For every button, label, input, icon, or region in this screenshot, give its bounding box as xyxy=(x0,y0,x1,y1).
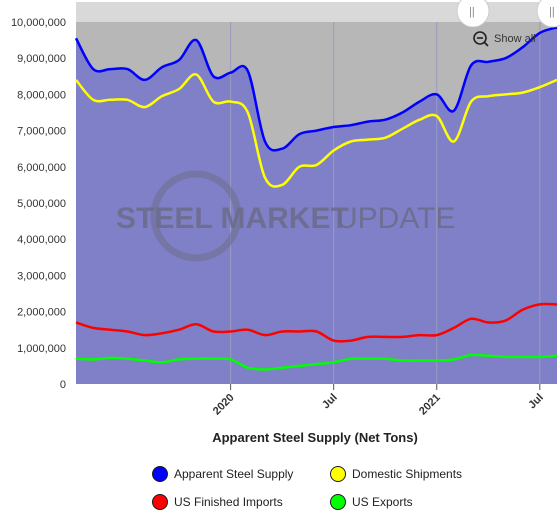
y-tick-label: 9,000,000 xyxy=(17,53,66,65)
legend-item-domestic-shipments[interactable]: Domestic Shipments xyxy=(330,466,463,482)
y-tick-label: 2,000,000 xyxy=(17,307,66,319)
y-tick-label: 0 xyxy=(60,379,66,391)
legend-label: Domestic Shipments xyxy=(352,467,462,481)
navigator-track[interactable] xyxy=(76,2,557,22)
zoom-out-icon xyxy=(473,31,487,45)
legend-label: US Finished Imports xyxy=(174,495,283,509)
legend-item-us-exports[interactable]: US Exports xyxy=(330,494,413,510)
y-tick-label: 1,000,000 xyxy=(17,343,66,355)
show-all-button[interactable]: Show all xyxy=(473,31,536,47)
y-tick-label: 5,000,000 xyxy=(17,198,66,210)
y-tick-label: 3,000,000 xyxy=(17,270,66,282)
legend-marker-icon xyxy=(330,494,346,510)
legend: Apparent Steel Supply Domestic Shipments U… xyxy=(152,466,463,510)
legend-item-us-finished-imports[interactable]: US Finished Imports xyxy=(152,494,283,510)
watermark-bold-text: STEEL MARKET xyxy=(116,202,349,235)
y-tick-label: 4,000,000 xyxy=(17,234,66,246)
legend-marker-icon xyxy=(152,466,168,482)
handle-right-grip: || xyxy=(549,6,555,18)
legend-label: US Exports xyxy=(352,495,413,509)
x-axis-ticks: 2020 Jul 2021 Jul xyxy=(211,384,546,417)
plot-area xyxy=(74,22,558,385)
y-tick-label: 10,000,000 xyxy=(11,17,66,29)
vertical-gridlines xyxy=(230,22,541,384)
x-tick-label: 2021 xyxy=(417,392,443,418)
x-tick-label: 2020 xyxy=(211,392,237,418)
y-tick-label: 6,000,000 xyxy=(17,162,66,174)
y-tick-label: 8,000,000 xyxy=(17,89,66,101)
watermark: STEEL MARKET UPDATE xyxy=(116,170,455,262)
legend-item-apparent-steel-supply[interactable]: Apparent Steel Supply xyxy=(152,466,294,482)
navigator-handle-right[interactable]: || xyxy=(536,0,560,28)
legend-marker-icon xyxy=(152,494,168,510)
y-tick-label: 7,000,000 xyxy=(17,126,66,138)
handle-left-grip: || xyxy=(469,6,475,18)
show-all-label: Show all xyxy=(494,33,536,45)
x-tick-label: Jul xyxy=(526,392,546,412)
y-axis-ticks: 0 1,000,000 2,000,000 3,000,000 4,000,000 5,0… xyxy=(11,17,66,391)
legend-label: Apparent Steel Supply xyxy=(174,467,293,481)
x-tick-label: Jul xyxy=(320,392,340,412)
legend-marker-icon xyxy=(330,466,346,482)
watermark-light-text: UPDATE xyxy=(336,202,455,235)
x-axis-title: Apparent Steel Supply (Net Tons) xyxy=(212,430,418,445)
navigator-handle-left[interactable]: || xyxy=(456,0,490,28)
series-lines xyxy=(74,26,558,371)
